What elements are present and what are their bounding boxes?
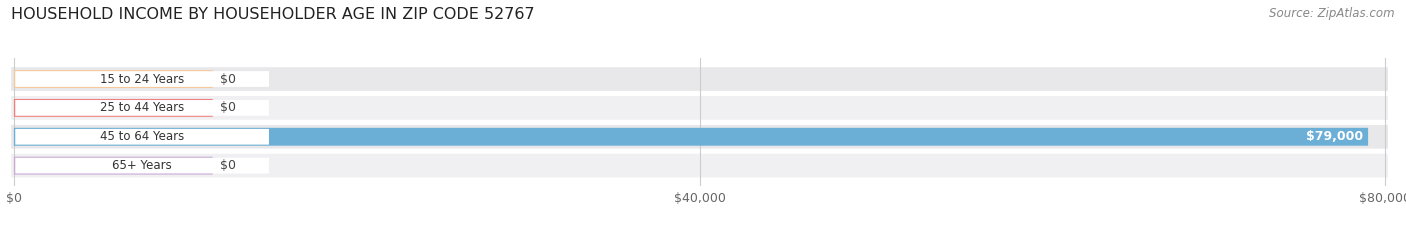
Text: 45 to 64 Years: 45 to 64 Years	[100, 130, 184, 143]
Text: $79,000: $79,000	[1306, 130, 1362, 143]
FancyBboxPatch shape	[14, 70, 212, 88]
Text: $0: $0	[219, 159, 236, 172]
Text: 65+ Years: 65+ Years	[112, 159, 172, 172]
FancyBboxPatch shape	[14, 157, 212, 175]
Text: $0: $0	[219, 72, 236, 86]
FancyBboxPatch shape	[14, 128, 1368, 146]
FancyBboxPatch shape	[15, 129, 269, 145]
FancyBboxPatch shape	[11, 96, 1388, 120]
FancyBboxPatch shape	[11, 125, 1388, 149]
FancyBboxPatch shape	[11, 154, 1388, 178]
FancyBboxPatch shape	[15, 71, 269, 87]
Text: HOUSEHOLD INCOME BY HOUSEHOLDER AGE IN ZIP CODE 52767: HOUSEHOLD INCOME BY HOUSEHOLDER AGE IN Z…	[11, 7, 534, 22]
Text: $0: $0	[219, 101, 236, 114]
FancyBboxPatch shape	[15, 100, 269, 116]
FancyBboxPatch shape	[14, 99, 212, 117]
Text: Source: ZipAtlas.com: Source: ZipAtlas.com	[1270, 7, 1395, 20]
FancyBboxPatch shape	[11, 67, 1388, 91]
Text: 15 to 24 Years: 15 to 24 Years	[100, 72, 184, 86]
FancyBboxPatch shape	[15, 158, 269, 174]
Text: 25 to 44 Years: 25 to 44 Years	[100, 101, 184, 114]
